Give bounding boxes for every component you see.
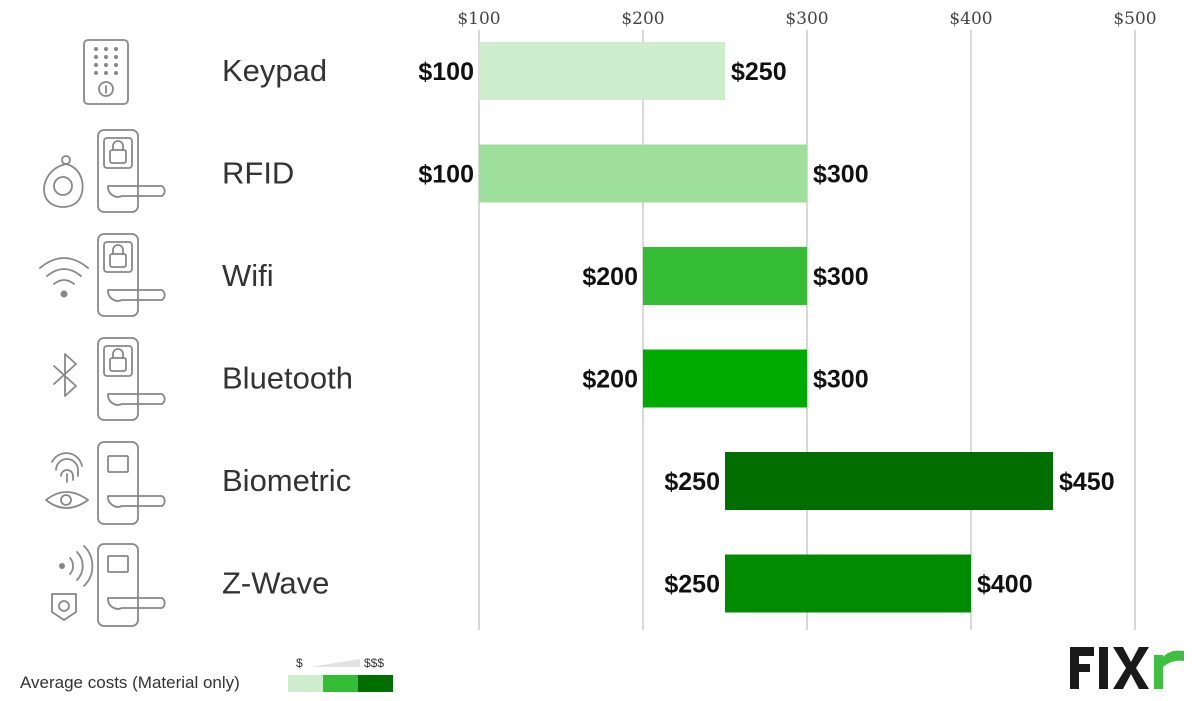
bar-high-label: $300 bbox=[813, 263, 869, 291]
category-label: Bluetooth bbox=[222, 361, 353, 396]
bar-low-label: $250 bbox=[664, 468, 720, 496]
fixr-logo bbox=[1070, 647, 1184, 689]
bar-high-label: $400 bbox=[977, 571, 1033, 599]
bar-high-label: $300 bbox=[813, 161, 869, 189]
x-axis-tick-labels: $100 $200 $300 $400 $500 bbox=[457, 9, 1156, 29]
bar-z-wave bbox=[725, 554, 971, 613]
wifi-lock-icon bbox=[39, 233, 166, 317]
category-label: Z-Wave bbox=[222, 566, 329, 601]
legend-swatch-high bbox=[358, 675, 393, 692]
bar-wifi bbox=[643, 247, 807, 305]
bar-low-label: $200 bbox=[582, 366, 638, 394]
x-tick-label: $200 bbox=[621, 9, 664, 29]
chart-bars bbox=[479, 42, 1053, 613]
bar-high-label: $250 bbox=[731, 58, 787, 86]
category-labels: Keypad RFID Wifi Bluetooth Biometric Z-Wave bbox=[222, 53, 353, 601]
bar-low-label: $100 bbox=[418, 58, 474, 86]
legend-swatch-low bbox=[288, 675, 323, 692]
x-tick-label: $100 bbox=[457, 9, 500, 29]
x-tick-label: $500 bbox=[1113, 9, 1156, 29]
bar-low-label: $250 bbox=[664, 571, 720, 599]
category-label: Wifi bbox=[222, 258, 274, 293]
chart-grid bbox=[478, 30, 1136, 630]
bar-value-labels: $100 $250 $100 $300 $200 $300 $200 $300 $250 $450… bbox=[418, 58, 1114, 599]
x-tick-label: $400 bbox=[949, 9, 992, 29]
legend: $ $$$ Average costs (Material only) bbox=[20, 656, 400, 696]
legend-wedge-icon bbox=[310, 659, 360, 667]
legend-label: Average costs (Material only) bbox=[20, 673, 240, 692]
bar-biometric bbox=[725, 452, 1053, 510]
bar-low-label: $200 bbox=[582, 263, 638, 291]
category-label: Biometric bbox=[222, 463, 351, 498]
bar-rfid bbox=[479, 144, 807, 203]
legend-swatches bbox=[288, 675, 393, 692]
zwave-lock-icon bbox=[51, 543, 166, 627]
bar-bluetooth bbox=[643, 349, 807, 408]
x-tick-label: $300 bbox=[785, 9, 828, 29]
category-label: Keypad bbox=[222, 53, 327, 88]
bar-keypad bbox=[479, 42, 725, 100]
category-label: RFID bbox=[222, 156, 294, 191]
keypad-lock-icon bbox=[83, 39, 129, 105]
bluetooth-lock-icon bbox=[53, 337, 166, 421]
bar-high-label: $450 bbox=[1059, 468, 1115, 496]
legend-swatch-mid bbox=[323, 675, 358, 692]
legend-high-mark: $$$ bbox=[364, 656, 385, 670]
bar-low-label: $100 bbox=[418, 161, 474, 189]
rfid-lock-icon bbox=[43, 129, 166, 213]
legend-low-mark: $ bbox=[296, 656, 303, 670]
bar-high-label: $300 bbox=[813, 366, 869, 394]
biometric-lock-icon bbox=[45, 441, 166, 525]
